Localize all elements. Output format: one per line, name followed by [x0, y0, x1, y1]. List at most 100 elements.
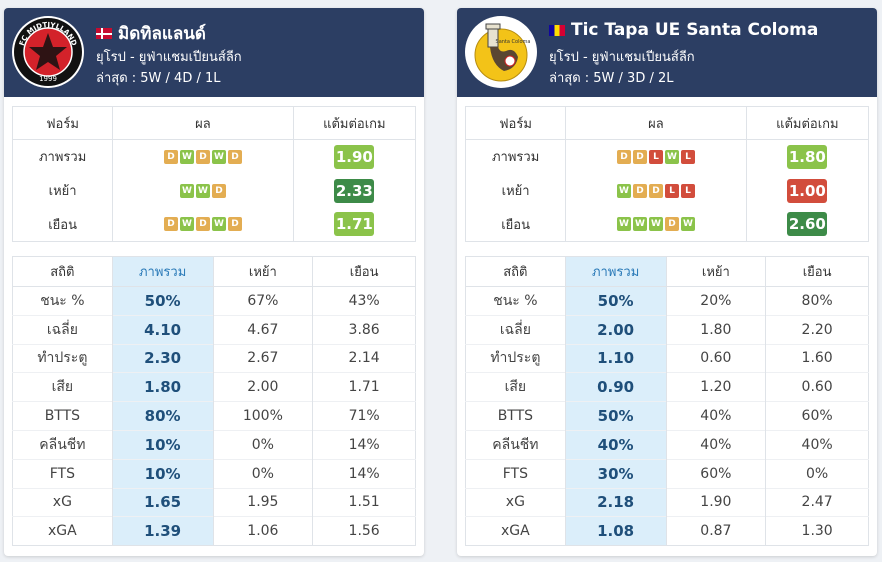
stat-away: 1.30: [765, 516, 869, 546]
stat-overall: 30%: [565, 458, 667, 489]
stat-overall: 1.10: [565, 343, 667, 373]
stat-label: ชนะ %: [465, 286, 566, 316]
stat-home: 0.87: [666, 516, 767, 546]
result-chip[interactable]: D: [227, 149, 242, 164]
stat-label: คลีนชีท: [12, 429, 113, 460]
team-name[interactable]: Tic Tapa UE Santa Coloma: [571, 20, 819, 40]
stat-home: 0.60: [666, 343, 767, 373]
home-header[interactable]: เหย้า: [666, 256, 767, 287]
stat-label: เสีย: [465, 372, 566, 402]
stat-away: 0%: [765, 458, 869, 489]
stat-label: เสีย: [12, 372, 113, 402]
form-label: เหย้า: [465, 173, 567, 208]
result-chip[interactable]: D: [195, 217, 210, 232]
stat-home: 0%: [213, 458, 314, 489]
result-chip[interactable]: D: [632, 183, 647, 198]
result-chip[interactable]: W: [195, 183, 210, 198]
result-chip[interactable]: L: [680, 149, 695, 164]
stat-home: 1.90: [666, 487, 767, 517]
overall-header[interactable]: ภาพรวม: [112, 256, 214, 287]
result-chip[interactable]: W: [680, 217, 695, 232]
stat-away: 2.47: [765, 487, 869, 517]
stat-label: BTTS: [465, 401, 566, 431]
team-card-away: Santa Coloma Tic Tapa UE Santa Coloma ยุ…: [457, 8, 877, 556]
ppg-header: แต้มต่อเกม: [746, 106, 869, 140]
result-chip[interactable]: D: [616, 149, 631, 164]
result-chip[interactable]: L: [680, 183, 695, 198]
form-label: ภาพรวม: [465, 139, 567, 174]
stats-table: สถิติ ภาพรวม เหย้า เยือน ชนะ % 50% 20% 80% เ…: [465, 256, 869, 547]
stat-home: 2.67: [213, 343, 314, 373]
stat-row: คลีนชีท 40% 40% 40%: [465, 429, 869, 460]
stat-away: 1.71: [312, 372, 416, 402]
result-chip[interactable]: W: [616, 183, 631, 198]
result-chip[interactable]: W: [179, 217, 194, 232]
stat-label: xGA: [12, 516, 113, 546]
stat-overall: 2.00: [565, 314, 667, 345]
team-header: Santa Coloma Tic Tapa UE Santa Coloma ยุ…: [457, 8, 877, 97]
result-chip[interactable]: W: [616, 217, 631, 232]
stat-row: ทำประตู 2.30 2.67 2.14: [12, 343, 416, 373]
result-chip[interactable]: D: [195, 149, 210, 164]
stat-row: ทำประตู 1.10 0.60 1.60: [465, 343, 869, 373]
form-label: เยือน: [12, 207, 114, 242]
result-chip[interactable]: D: [664, 217, 679, 232]
stat-overall: 50%: [565, 286, 667, 316]
result-chip[interactable]: W: [211, 149, 226, 164]
stat-away: 43%: [348, 292, 380, 309]
ppg-header: แต้มต่อเกม: [293, 106, 416, 140]
away-header[interactable]: เยือน: [765, 256, 869, 287]
ppg-badge: 1.71: [334, 212, 375, 237]
home-header[interactable]: เหย้า: [213, 256, 314, 287]
team-name-row[interactable]: มิดทิลแลนด์: [96, 20, 206, 47]
stat-row: FTS 10% 0% 14%: [12, 458, 416, 489]
stat-away: 1.60: [765, 343, 869, 373]
stat-away: 2.14: [312, 343, 416, 373]
overall-header[interactable]: ภาพรวม: [565, 256, 667, 287]
stat-label: FTS: [465, 458, 566, 489]
team-card-home: FC MIDTJYLLAND 1999 มิดทิลแลนด์ ยุโรป - …: [4, 8, 424, 556]
result-chip[interactable]: W: [664, 149, 679, 164]
result-chip[interactable]: D: [227, 217, 242, 232]
result-chip[interactable]: W: [648, 217, 663, 232]
result-chip[interactable]: D: [163, 149, 178, 164]
stat-away: 1.51: [312, 487, 416, 517]
stat-row: BTTS 80% 100% 71%: [12, 401, 416, 431]
stat-label: เฉลี่ย: [12, 314, 113, 345]
stats-table: สถิติ ภาพรวม เหย้า เยือน ชนะ % 50% 67% 43% เ…: [12, 256, 416, 547]
stat-home: 1.20: [666, 372, 767, 402]
result-chip[interactable]: D: [632, 149, 647, 164]
stat-away: 3.86: [312, 314, 416, 345]
away-header[interactable]: เยือน: [312, 256, 416, 287]
stat-overall: 10%: [112, 429, 214, 460]
stats-body: ชนะ % 50% 20% 80% เฉลี่ย 2.00 1.80 2.20 ทำประตู 1…: [465, 286, 869, 546]
stat-row: ชนะ % 50% 20% 80%: [465, 286, 869, 316]
stat-label: ทำประตู: [465, 343, 566, 373]
team-name-row[interactable]: Tic Tapa UE Santa Coloma: [549, 20, 818, 40]
stat-home: 20%: [666, 286, 767, 316]
result-chip[interactable]: W: [632, 217, 647, 232]
result-chip[interactable]: D: [211, 183, 226, 198]
stat-away: 14%: [312, 458, 416, 489]
team-name[interactable]: มิดทิลแลนด์: [118, 24, 206, 44]
stat-row: xGA 1.39 1.06 1.56: [12, 516, 416, 546]
result-chip[interactable]: L: [664, 183, 679, 198]
result-chip[interactable]: W: [179, 183, 194, 198]
form-header: ฟอร์ม: [465, 106, 567, 140]
stat-label: เฉลี่ย: [465, 314, 566, 345]
result-chip[interactable]: D: [163, 217, 178, 232]
result-chip[interactable]: W: [211, 217, 226, 232]
result-chip[interactable]: L: [648, 149, 663, 164]
stat-overall: 1.80: [112, 372, 214, 402]
team-header: FC MIDTJYLLAND 1999 มิดทิลแลนด์ ยุโรป - …: [4, 8, 424, 97]
stat-label: ชนะ %: [12, 286, 113, 316]
result-chip[interactable]: W: [179, 149, 194, 164]
result-chip[interactable]: D: [648, 183, 663, 198]
stat-away: 2.20: [765, 314, 869, 345]
